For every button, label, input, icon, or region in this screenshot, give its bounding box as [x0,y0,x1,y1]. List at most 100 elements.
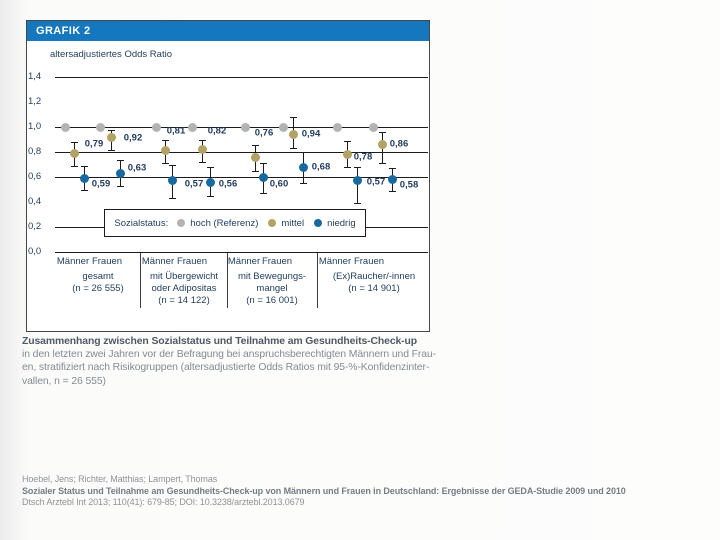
error-bar-cap [199,162,206,163]
error-bar-cap [379,163,386,165]
y-tick-label: 0,0 [28,246,42,257]
legend-dot-icon [177,219,186,227]
data-point-hoch [332,122,342,132]
error-bar-cap [290,117,297,118]
error-bar-cap [117,185,124,187]
sex-label: Frauen [91,256,123,267]
error-bar-cap [162,139,169,141]
data-point-mittel [197,145,207,154]
y-tick-label: 1,2 [28,96,42,107]
group-label: mangel [256,283,288,294]
error-bar-cap [207,195,214,197]
group-label: (n = 14 122) [158,295,210,306]
sex-label: Frauen [261,256,293,267]
citation-reference: Dtsch Arztebl Int 2013; 110(41): 679-85;… [22,497,305,508]
value-label: 0,57 [366,176,386,188]
error-bar-cap [71,142,78,143]
data-point-mittel [377,140,387,149]
group-label: (Ex)Raucher/-innen [332,271,416,282]
legend-item: hoch (Referenz) [177,218,258,229]
legend-dot-icon [314,219,323,227]
group-label: oder Adipositas [151,283,217,294]
legend-items: hoch (Referenz) mittel niedrig [177,218,356,229]
error-bar-cap [199,139,206,141]
data-point-niedrig [167,176,177,186]
sex-label: Frauen [353,256,385,267]
caption-title: Zusammenhang zwischen Sozialstatus und T… [22,336,418,347]
caption-body: in den letzten zwei Jahren vor der Befra… [22,348,442,388]
data-point-niedrig [205,177,215,187]
sex-label: Männer [227,256,261,267]
data-point-hoch [240,122,250,132]
legend-item: mittel [268,218,304,229]
error-bar-cap [162,163,169,165]
y-tick-label: 1,0 [28,121,42,132]
error-bar-cap [252,144,259,146]
value-label: 0,59 [91,178,111,190]
data-point-hoch [368,122,378,132]
figure-caption: Zusammenhang zwischen Sozialstatus und T… [22,335,442,388]
error-bar-cap [379,132,386,133]
gridline [55,177,428,178]
legend-label: mittel [281,217,305,229]
error-bar-cap [81,165,88,167]
error-bar-cap [71,165,78,167]
error-bar-cap [117,159,124,161]
error-bar-cap [389,168,396,170]
citation-title: Sozialer Status und Teilnahme am Gesundh… [22,485,626,496]
value-label: 0,94 [301,128,321,140]
value-label: 0,63 [127,162,147,174]
legend-title: Sozialstatus: [114,217,169,229]
legend-box: Sozialstatus: hoch (Referenz) mittel niedr… [104,209,366,237]
y-tick-label: 1,4 [28,71,42,82]
legend-label: hoch (Referenz) [190,217,259,229]
data-point-mittel [160,146,170,156]
data-point-mittel [250,152,260,162]
y-tick-label: 0,4 [28,196,42,207]
data-point-niedrig [258,172,268,182]
error-bar-cap [344,140,351,142]
error-bar-cap [300,152,307,153]
data-point-hoch [187,122,197,132]
group-label: (n = 16 001) [246,295,298,306]
data-point-niedrig [387,175,397,184]
error-bar-cap [207,167,214,168]
data-point-mittel [106,132,116,142]
caption-line: vallen, n = 26 555) [22,375,106,387]
data-point-hoch [60,122,70,132]
error-bar-cap [290,148,297,150]
value-label: 0,76 [254,127,274,139]
sex-label: Männer [56,256,90,267]
figure-title: GRAFIK 2 [36,25,91,37]
gridline [55,152,428,153]
value-label: 0,81 [166,125,186,137]
data-point-hoch [95,122,105,132]
gridline [55,77,428,78]
y-tick-label: 0,8 [28,146,42,157]
y-tick-label: 0,6 [28,171,42,182]
figure-header-bar: GRAFIK 2 [27,21,429,41]
data-point-niedrig [79,173,89,183]
value-label: 0,78 [353,151,373,163]
caption-line: in den letzten zwei Jahren vor der Befra… [22,349,437,361]
value-label: 0,79 [84,138,104,150]
sex-label: Männer [318,256,352,267]
error-bar-cap [260,163,267,165]
sex-label: Frauen [176,256,208,267]
data-point-hoch [278,122,288,132]
data-point-mittel [342,150,352,159]
sex-label: Männer [141,256,175,267]
data-point-hoch [151,122,161,132]
gridline [55,252,428,253]
data-point-niedrig [298,162,308,172]
error-bar-cap [169,198,176,200]
data-point-mittel [288,130,298,139]
y-axis-title: altersadjustiertes Odds Ratio [50,49,172,60]
value-label: 0,60 [269,178,289,190]
data-point-niedrig [352,176,362,186]
legend-dot-icon [268,219,277,227]
citation: Hoebel, Jens; Richter, Matthias; Lampert… [22,474,702,509]
y-tick-label: 0,2 [28,221,42,232]
group-separator [227,253,228,308]
